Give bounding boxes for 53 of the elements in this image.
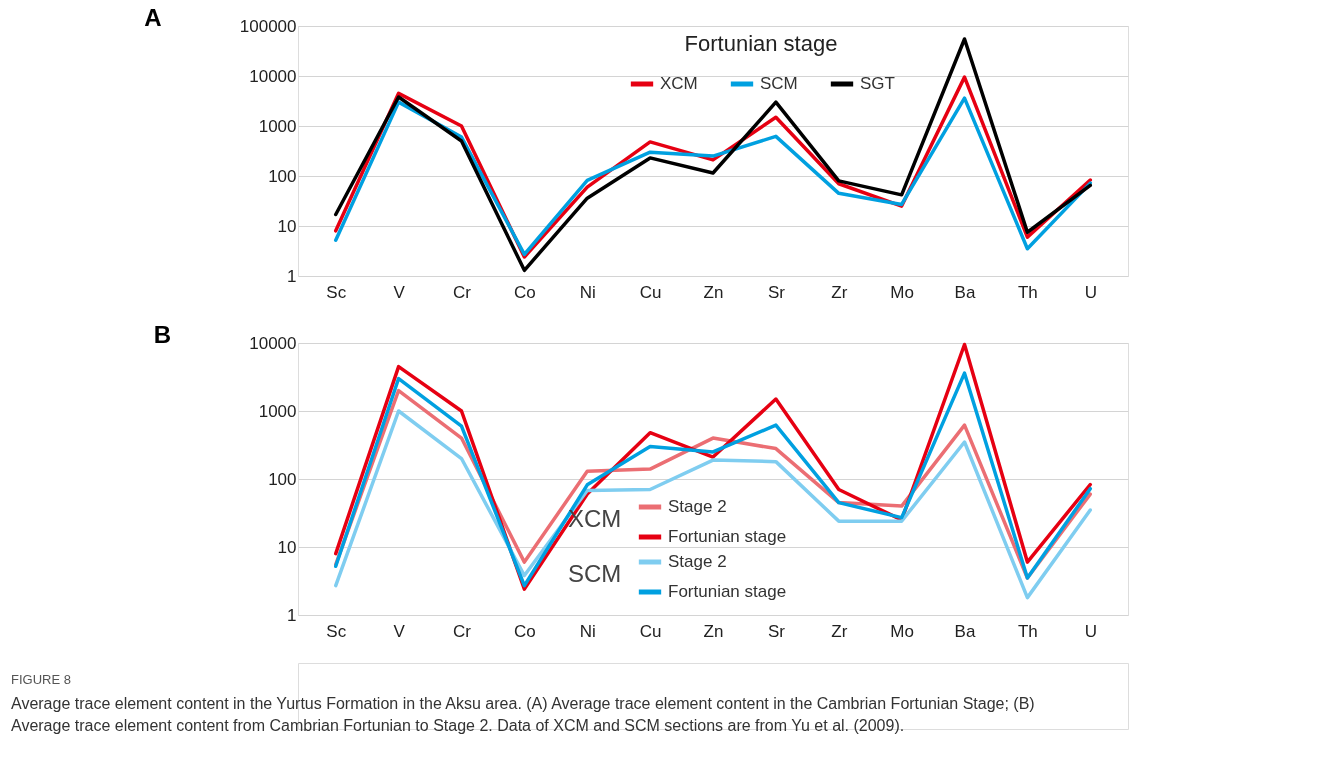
y-tick-label: 1 [287,266,297,286]
x-tick-label: Sc [326,282,347,302]
x-tick-label: Th [1017,621,1038,641]
y-tick-label: 1 [287,605,297,625]
x-tick-label: Mo [890,282,914,302]
y-tick-label: 100000 [239,16,297,36]
x-tick-label: Cr [453,282,472,302]
y-tick-label: 100 [268,166,297,186]
caption: FIGURE 8 [11,672,71,687]
y-tick-label: 10 [277,216,297,236]
text: Average trace element content in the Yurtus Formation in the Aksu area. (A) Average trace element content in the Cambrian Fortunian Stage; (B) [11,695,1035,712]
x-tick-label: Ba [954,621,976,641]
line-series [333,37,1093,273]
y-tick-label: 10 [277,537,297,557]
legend-label: XCM [660,74,698,93]
x-tick-label: Sc [326,621,347,641]
x-tick-label: V [393,282,406,302]
legend-label: Stage 2 [668,497,727,516]
legend-label: SGT [860,74,895,93]
x-tick-label: Zn [703,282,724,302]
x-tick-label: Zr [831,282,848,302]
x-tick-label: U [1084,282,1097,302]
x-tick-label: Co [514,621,536,641]
text: Average trace element content from Cambrian Fortunian to Stage 2. Data of XCM and SCM sections are from Yu et al. (2009). [11,717,905,734]
x-tick-label: Cu [639,621,662,641]
x-tick-label: V [393,621,406,641]
x-tick-label: Cu [639,282,662,302]
x-tick-label: U [1084,621,1097,641]
x-tick-label: Sr [767,282,786,302]
legend-label: SCM [760,74,798,93]
y-tick-label: 100 [268,469,297,489]
chart-title: A [144,4,162,31]
line-series [333,409,1093,600]
legend-title: Fortunian stage [684,31,838,56]
x-tick-label: Zr [831,621,848,641]
x-tick-label: Zn [703,621,724,641]
legend-label: Fortunian stage [668,582,787,601]
y-tick-label: 1000 [258,116,297,136]
y-tick-label: 1000 [258,401,297,421]
x-tick-label: Ba [954,282,976,302]
x-tick-label: Th [1017,282,1038,302]
chart-title: B [153,321,172,348]
x-tick-label: Ni [579,621,596,641]
y-tick-label: 10000 [249,66,297,86]
legend-label: Stage 2 [668,552,727,571]
x-tick-label: Mo [890,621,914,641]
legend-label: Fortunian stage [668,527,787,546]
text: SCM [568,560,622,587]
x-tick-label: Cr [453,621,472,641]
y-tick-label: 10000 [249,333,297,353]
x-tick-label: Ni [579,282,596,302]
x-tick-label: Sr [767,621,786,641]
x-tick-label: Co [514,282,536,302]
